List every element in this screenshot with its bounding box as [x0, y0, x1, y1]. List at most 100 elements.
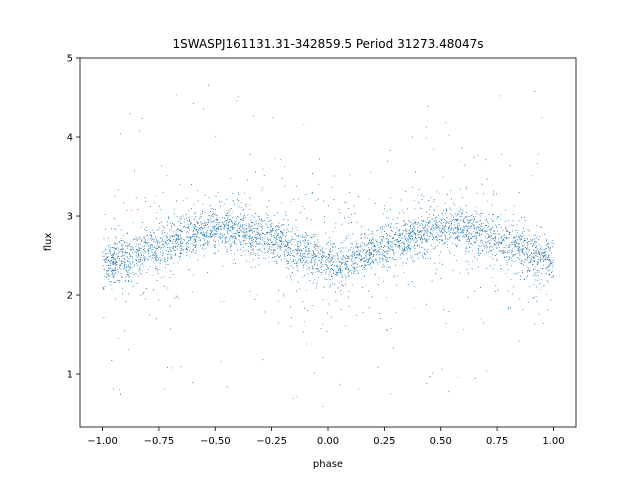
data-point — [226, 217, 228, 219]
data-point — [106, 270, 108, 272]
data-point — [313, 264, 315, 266]
data-point — [416, 223, 418, 225]
data-point — [518, 246, 520, 248]
data-point — [288, 262, 289, 264]
data-point — [432, 235, 433, 237]
data-point — [521, 269, 523, 271]
data-point — [320, 249, 322, 251]
data-point — [126, 260, 128, 262]
data-point — [454, 218, 456, 220]
data-point — [545, 267, 547, 269]
data-point — [109, 261, 110, 263]
data-point — [387, 234, 389, 236]
data-point — [481, 223, 482, 224]
data-point — [276, 225, 278, 227]
data-point — [296, 243, 298, 245]
data-point — [136, 251, 138, 253]
data-point — [115, 238, 117, 239]
data-point — [193, 224, 195, 225]
data-point — [312, 236, 314, 238]
data-point — [369, 262, 371, 264]
data-point — [229, 208, 231, 210]
data-point — [483, 322, 485, 324]
data-point — [407, 249, 409, 251]
data-point — [186, 213, 187, 215]
data-point — [549, 259, 550, 261]
data-point — [180, 240, 182, 242]
data-point — [386, 270, 388, 272]
data-point — [164, 231, 166, 233]
data-point — [178, 217, 180, 219]
data-point — [475, 233, 476, 235]
data-point — [527, 247, 529, 249]
data-point — [468, 272, 470, 274]
data-point — [280, 241, 281, 243]
data-point — [401, 237, 403, 239]
data-point — [540, 279, 542, 281]
data-point — [410, 233, 412, 235]
data-point — [287, 243, 289, 245]
data-point — [369, 253, 371, 255]
data-point — [263, 249, 265, 251]
data-point — [418, 234, 420, 235]
data-point — [541, 226, 543, 228]
data-point — [399, 243, 401, 245]
data-point — [343, 256, 345, 258]
data-point — [375, 251, 377, 253]
data-point — [517, 240, 519, 242]
data-point — [368, 234, 370, 236]
data-point — [240, 231, 242, 233]
data-point — [302, 276, 304, 278]
data-point — [127, 260, 129, 262]
data-point — [364, 260, 366, 262]
data-point — [487, 200, 489, 202]
data-point — [242, 250, 244, 252]
data-point — [286, 276, 288, 278]
data-point — [109, 284, 111, 286]
data-point — [145, 235, 147, 237]
data-point — [550, 260, 552, 262]
data-point — [167, 233, 169, 235]
data-point — [413, 307, 415, 309]
data-point — [222, 240, 224, 242]
data-point — [482, 240, 484, 242]
data-point — [417, 234, 419, 236]
data-point — [232, 217, 234, 219]
data-point — [393, 240, 395, 241]
data-point — [462, 229, 464, 231]
data-point — [306, 268, 308, 270]
data-point — [259, 236, 261, 238]
data-point — [144, 241, 146, 243]
data-point — [359, 253, 360, 255]
data-point — [299, 251, 301, 253]
data-point — [267, 252, 269, 253]
data-point — [472, 244, 474, 246]
data-point — [513, 240, 515, 242]
data-point — [315, 199, 317, 201]
data-point — [102, 265, 104, 267]
chart-title: 1SWASPJ161131.31-342859.5 Period 31273.4… — [172, 37, 483, 51]
data-point — [289, 274, 291, 276]
data-point — [189, 229, 190, 231]
data-point — [259, 250, 261, 252]
data-point — [373, 234, 375, 236]
data-point — [230, 234, 232, 236]
data-point — [345, 235, 347, 237]
data-point — [286, 260, 288, 261]
data-point — [471, 250, 473, 252]
data-point — [462, 232, 464, 234]
data-point — [279, 248, 281, 250]
data-point — [453, 233, 455, 235]
data-point — [307, 262, 309, 264]
data-point — [528, 241, 530, 243]
data-point — [424, 225, 426, 227]
data-point — [517, 238, 519, 240]
data-point — [548, 274, 550, 276]
data-point — [433, 148, 435, 150]
data-point — [541, 253, 543, 255]
data-point — [542, 252, 544, 254]
data-point — [446, 232, 448, 234]
data-point — [447, 221, 449, 223]
data-point — [403, 272, 405, 274]
data-point — [267, 237, 269, 239]
